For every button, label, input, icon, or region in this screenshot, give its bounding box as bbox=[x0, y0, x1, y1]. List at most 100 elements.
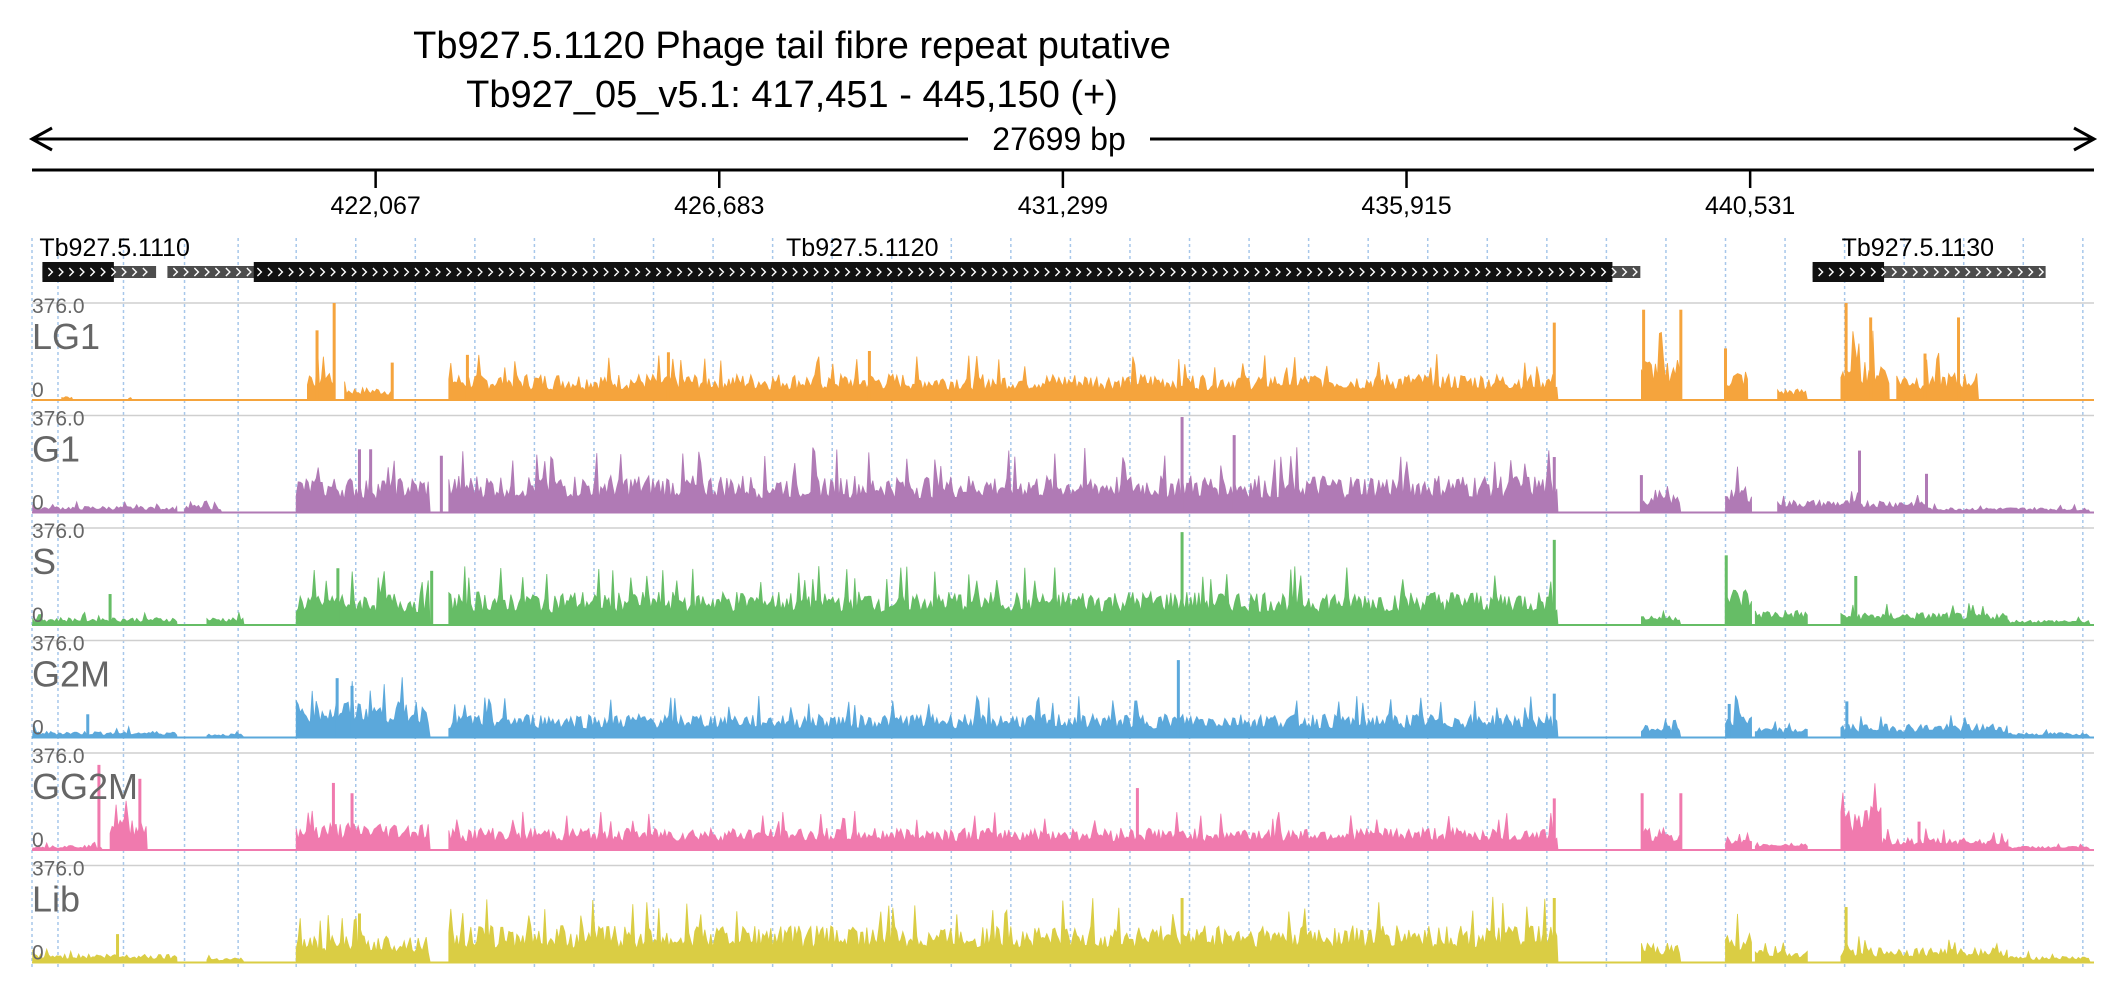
coverage-spike bbox=[1854, 575, 1858, 625]
coverage-spike bbox=[1180, 898, 1184, 963]
coverage-spike bbox=[1640, 793, 1644, 850]
gene-model: Tb927.5.1120 bbox=[167, 234, 1641, 282]
track-name-label: GG2M bbox=[32, 766, 138, 807]
coverage-spike bbox=[332, 303, 336, 400]
coverage-spike bbox=[1724, 555, 1728, 625]
coverage-spike bbox=[86, 714, 90, 738]
coverage-spike bbox=[666, 352, 670, 400]
coverage-spike bbox=[336, 568, 340, 625]
coverage-area bbox=[32, 783, 2092, 851]
track-lg1: 376.0 0 LG1 bbox=[32, 295, 2094, 402]
x-tick-label: 422,067 bbox=[330, 192, 420, 220]
x-tick-label: 435,915 bbox=[1361, 192, 1451, 220]
coverage-spike bbox=[1917, 821, 1921, 850]
coverage-spike bbox=[465, 354, 469, 400]
coverage-spike bbox=[1552, 898, 1556, 963]
y-min-label: 0 bbox=[32, 829, 44, 852]
track-name-label: Lib bbox=[32, 879, 80, 920]
coverage-spike bbox=[1135, 788, 1139, 850]
y-min-label: 0 bbox=[32, 492, 44, 515]
coverage-area bbox=[32, 677, 2092, 738]
y-max-label: 376.0 bbox=[32, 408, 85, 431]
gene-label: Tb927.5.1120 bbox=[786, 234, 938, 262]
coverage-spike bbox=[1642, 309, 1646, 400]
coverage-area bbox=[32, 896, 2091, 963]
coverage-spike bbox=[439, 455, 443, 513]
y-max-label: 376.0 bbox=[32, 633, 85, 656]
y-min-label: 0 bbox=[32, 379, 44, 402]
gene-models: Tb927.5.1110 Tb927.5.1120 Tb927.5.1130 bbox=[39, 234, 2046, 282]
coverage-spike bbox=[1180, 417, 1184, 513]
coverage-spike bbox=[1923, 353, 1927, 400]
figure-subtitle: Tb927_05_v5.1: 417,451 - 445,150 (+) bbox=[466, 74, 1118, 116]
track-s: 376.0 0 S bbox=[32, 520, 2094, 627]
coverage-spike bbox=[350, 793, 354, 850]
coordinate-ruler: 422,067 426,683 431,299 435,915 440,531 bbox=[32, 168, 2094, 220]
coverage-spike bbox=[357, 449, 361, 513]
track-name-label: G1 bbox=[32, 429, 80, 470]
coverage-spike bbox=[1679, 793, 1683, 850]
coverage-spike bbox=[1552, 322, 1556, 400]
coverage-spike bbox=[335, 678, 339, 738]
coverage-spike bbox=[1869, 317, 1873, 400]
coverage-spike bbox=[430, 570, 434, 625]
gene-model: Tb927.5.1110 bbox=[39, 234, 190, 282]
coverage-spike bbox=[369, 449, 373, 513]
coverage-spike bbox=[1844, 907, 1848, 963]
track-name-label: LG1 bbox=[32, 316, 100, 357]
coverage-spike bbox=[108, 594, 112, 625]
coverage-spike bbox=[1925, 473, 1929, 513]
span-arrow: 27699 bp bbox=[28, 121, 2098, 157]
coverage-spike bbox=[1552, 457, 1556, 513]
y-min-label: 0 bbox=[32, 604, 44, 627]
coverage-spike bbox=[1957, 317, 1961, 400]
coverage-spike bbox=[867, 350, 871, 400]
coverage-spike bbox=[1639, 475, 1643, 513]
strand-chevron-icon bbox=[172, 267, 1638, 277]
coverage-spike bbox=[1180, 532, 1184, 625]
y-max-label: 376.0 bbox=[32, 745, 85, 768]
x-tick-label: 426,683 bbox=[674, 192, 764, 220]
strand-chevron-icon bbox=[1818, 267, 2045, 277]
track-name-label: S bbox=[32, 541, 56, 582]
y-min-label: 0 bbox=[32, 717, 44, 740]
coverage-spike bbox=[350, 685, 354, 738]
track-g2m: 376.0 0 G2M bbox=[32, 633, 2094, 740]
coverage-spike bbox=[1724, 348, 1728, 400]
y-max-label: 376.0 bbox=[32, 295, 85, 318]
coverage-area bbox=[32, 566, 2091, 626]
strand-chevron-icon bbox=[47, 267, 148, 277]
x-tick-label: 440,531 bbox=[1705, 192, 1795, 220]
track-g1: 376.0 0 G1 bbox=[32, 408, 2094, 515]
coverage-spike bbox=[138, 778, 142, 850]
gene-label: Tb927.5.1110 bbox=[39, 234, 190, 262]
track-gg2m: 376.0 0 GG2M bbox=[32, 745, 2094, 852]
y-min-label: 0 bbox=[32, 942, 44, 965]
coverage-spike bbox=[331, 782, 335, 850]
coverage-spike bbox=[1552, 693, 1556, 738]
coverage-spike bbox=[1727, 703, 1731, 738]
y-max-label: 376.0 bbox=[32, 858, 85, 881]
coverage-spike bbox=[1552, 539, 1556, 625]
coverage-spike bbox=[1176, 660, 1180, 738]
x-tick-label: 431,299 bbox=[1018, 192, 1108, 220]
coverage-spike bbox=[315, 330, 319, 400]
arrow-right-icon bbox=[2073, 126, 2098, 152]
gene-cds-box bbox=[1812, 262, 1885, 282]
coverage-area bbox=[32, 447, 2092, 513]
coverage-spike bbox=[116, 934, 120, 963]
coverage-spike bbox=[357, 913, 361, 963]
coverage-spike bbox=[1679, 309, 1683, 400]
coverage-spike bbox=[1845, 701, 1849, 738]
coverage-area bbox=[32, 330, 1980, 401]
coverage-spike bbox=[1858, 450, 1862, 513]
arrow-left-icon bbox=[28, 126, 53, 152]
coverage-spike bbox=[390, 362, 394, 400]
coverage-spike bbox=[1844, 303, 1848, 400]
track-lib: 376.0 0 Lib bbox=[32, 858, 2094, 965]
gene-model: Tb927.5.1130 bbox=[1812, 234, 2046, 282]
gene-label: Tb927.5.1130 bbox=[1842, 234, 1994, 262]
figure-title: Tb927.5.1120 Phage tail fibre repeat put… bbox=[413, 25, 1171, 67]
coverage-spike bbox=[1552, 798, 1556, 850]
